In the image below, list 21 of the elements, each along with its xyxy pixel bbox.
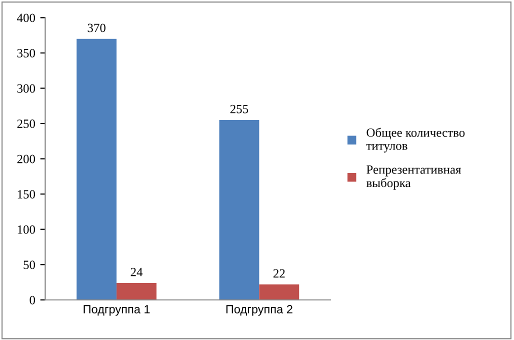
legend-label: Репрезентативная выборка bbox=[366, 165, 462, 190]
y-tick-label: 0 bbox=[30, 296, 36, 304]
data-label: 370 bbox=[88, 24, 106, 32]
data-label: 255 bbox=[230, 104, 248, 114]
y-tick-label: 300 bbox=[17, 84, 36, 93]
bar bbox=[76, 38, 117, 300]
y-tick-label: 400 bbox=[17, 14, 36, 22]
y-tick-label: 100 bbox=[18, 225, 36, 234]
data-label: 22 bbox=[273, 269, 285, 278]
legend-label: Общее количество титулов bbox=[366, 128, 465, 152]
y-tick-label: 200 bbox=[17, 154, 36, 164]
bar bbox=[259, 284, 300, 300]
y-tick-label: 250 bbox=[17, 120, 36, 128]
bar bbox=[219, 120, 260, 300]
y-tick-label: 50 bbox=[24, 260, 36, 270]
x-tick-label: Подгруппа 2 bbox=[226, 305, 292, 316]
bar bbox=[116, 282, 156, 300]
data-label: 24 bbox=[130, 268, 143, 276]
y-tick-label: 150 bbox=[18, 190, 36, 199]
y-tick-label: 350 bbox=[17, 48, 36, 58]
x-tick-label: Подгруппа 1 bbox=[84, 305, 150, 316]
